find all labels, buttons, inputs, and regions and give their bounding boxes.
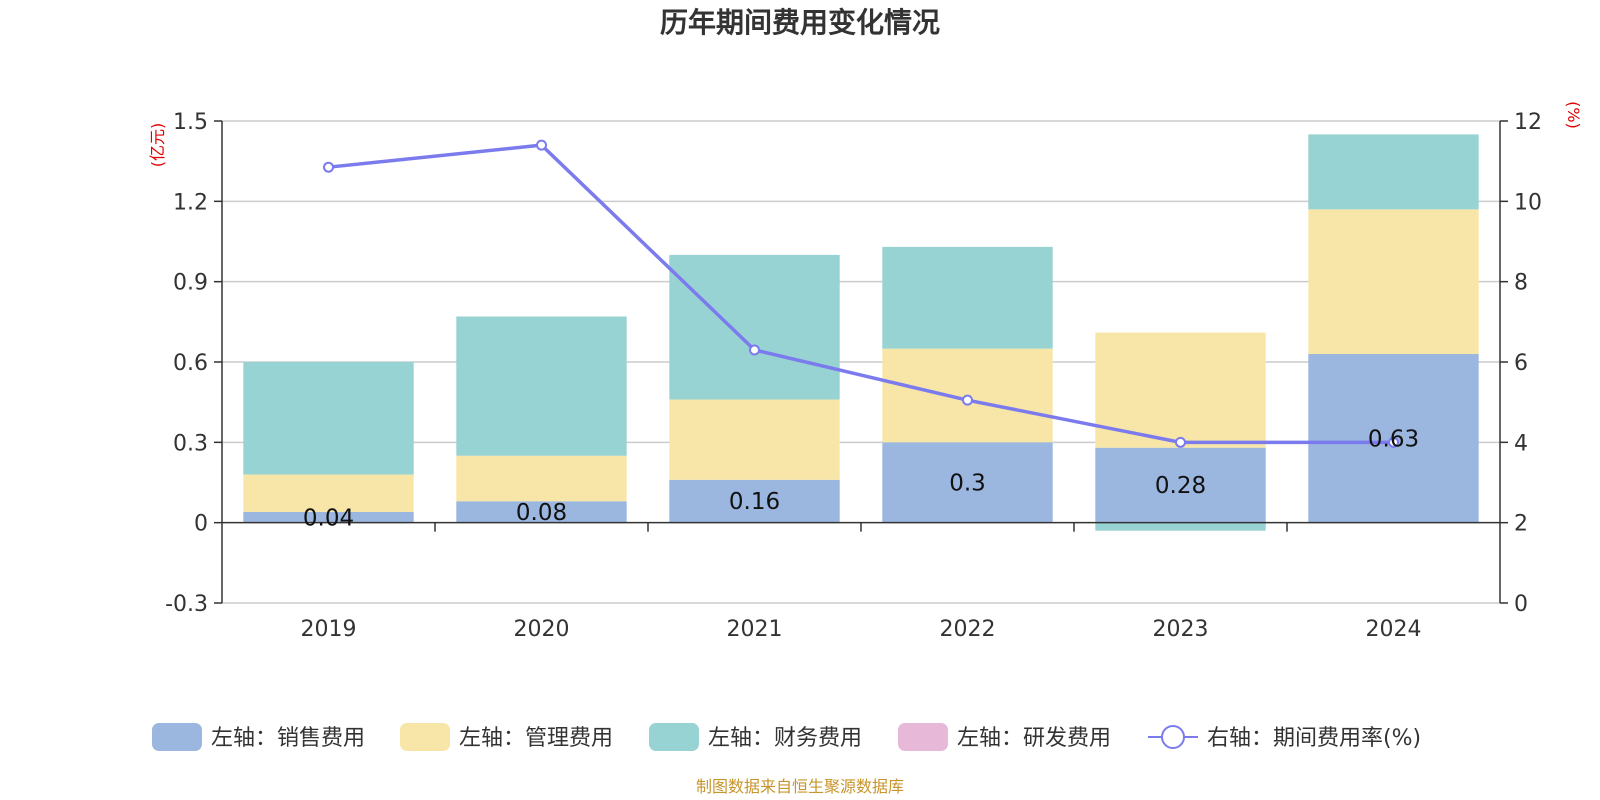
rate-point	[1175, 436, 1186, 448]
bar-segment	[1095, 332, 1266, 448]
legend-label: 左轴：财务费用	[708, 726, 862, 751]
rate-line-path	[328, 143, 1394, 445]
right-tick-label: 8	[1514, 271, 1528, 296]
bar-value-label: 0.28	[1155, 473, 1206, 499]
right-axis-unit: (%)	[1564, 101, 1583, 129]
x-tick-label: 2019	[301, 617, 357, 642]
bar-segment	[882, 246, 1053, 349]
bar-value-label: 0.16	[729, 489, 780, 515]
legend-swatch	[152, 723, 202, 751]
x-tick-label: 2020	[514, 617, 570, 642]
legend-label: 右轴：期间费用率(%)	[1207, 726, 1421, 751]
bar-segment	[456, 316, 627, 456]
bar-segment	[669, 254, 840, 400]
rate-point	[1388, 436, 1399, 448]
left-tick-label: 0.6	[173, 351, 208, 376]
source-note: 制图数据来自恒生聚源数据库	[696, 777, 904, 796]
legend-label: 左轴：管理费用	[459, 726, 613, 751]
bar-segment	[243, 511, 414, 523]
left-tick-label: 0.9	[173, 271, 208, 296]
axes: -0.3 0 0.3 0.6 0.9 1.2 1.5 0 2 4 6 8 10 12 2019 2020 202…	[165, 110, 1542, 642]
bar-segment	[1308, 134, 1479, 210]
right-tick-label: 10	[1514, 190, 1542, 215]
right-tick-label: 12	[1514, 110, 1542, 135]
x-tick-label: 2021	[727, 617, 783, 642]
bar-segment	[669, 479, 840, 523]
x-tick-label: 2024	[1366, 617, 1422, 642]
left-axis-unit: (亿元)	[148, 123, 167, 168]
right-tick-label: 2	[1514, 512, 1528, 537]
bar-segment	[882, 442, 1053, 523]
rate-line	[323, 139, 1399, 448]
left-tick-label: -0.3	[165, 592, 208, 617]
legend-label: 左轴：销售费用	[211, 726, 365, 751]
grid	[222, 120, 1500, 604]
chart-title: 历年期间费用变化情况	[660, 6, 940, 39]
left-tick-label: 1.5	[173, 110, 208, 135]
bar-segment	[456, 501, 627, 523]
data-labels: 0.04 0.08 0.16 0.3 0.28 0.63	[303, 426, 1419, 531]
bar-value-label: 0.3	[949, 471, 986, 497]
bar-segment	[243, 362, 414, 475]
legend-label: 左轴：研发费用	[957, 726, 1111, 751]
bar-value-label: 0.63	[1368, 426, 1419, 452]
bar-segment	[243, 474, 414, 512]
right-tick-label: 4	[1514, 431, 1528, 456]
bar-segment	[1095, 447, 1266, 523]
bar-segment	[456, 455, 627, 502]
rate-point	[962, 394, 973, 406]
right-tick-label: 6	[1514, 351, 1528, 376]
rate-point	[536, 139, 547, 151]
legend-swatch	[400, 723, 450, 751]
bar-value-label: 0.08	[516, 500, 567, 526]
bar-segment	[669, 399, 840, 480]
x-tick-label: 2023	[1153, 617, 1209, 642]
rate-point	[323, 161, 334, 173]
legend-marker-icon	[1161, 725, 1185, 749]
left-tick-label: 0	[194, 512, 208, 537]
left-tick-label: 1.2	[173, 190, 208, 215]
x-tick-label: 2022	[940, 617, 996, 642]
legend-swatch	[649, 723, 699, 751]
rate-point	[749, 344, 760, 356]
bar-segment	[1095, 522, 1266, 531]
bars	[243, 134, 1479, 531]
left-tick-label: 0.3	[173, 431, 208, 456]
legend-swatch	[898, 723, 948, 751]
legend: 左轴：销售费用 左轴：管理费用 左轴：财务费用 左轴：研发费用 右轴：期间费用率(%)	[152, 723, 1421, 751]
bar-value-label: 0.04	[303, 505, 354, 531]
bar-segment	[1308, 209, 1479, 354]
right-tick-label: 0	[1514, 592, 1528, 617]
